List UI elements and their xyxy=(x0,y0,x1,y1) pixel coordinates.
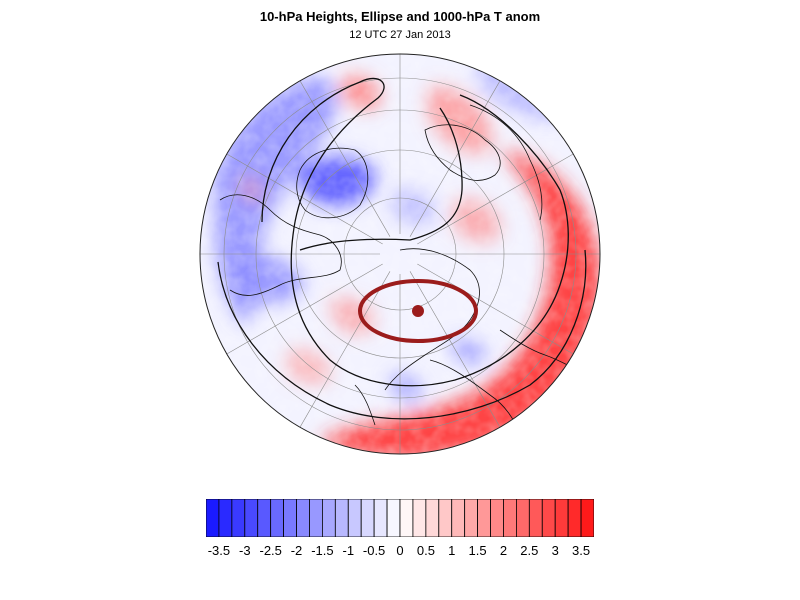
longitude-line xyxy=(299,271,391,428)
coastline-north-america xyxy=(219,194,342,296)
colorbar-cell xyxy=(360,499,375,537)
colorbar-cell xyxy=(567,499,582,537)
colorbar-cell xyxy=(438,499,453,537)
colorbar-cell xyxy=(425,499,440,537)
colorbar-cell xyxy=(554,499,569,537)
colorbar-tick-label: -2.5 xyxy=(259,543,282,558)
globe-outline xyxy=(199,53,601,455)
colorbar-cell xyxy=(218,499,233,537)
colorbar-cell xyxy=(334,499,349,537)
colorbar-cell xyxy=(206,499,220,537)
chart-title: 10-hPa Heights, Ellipse and 1000-hPa T a… xyxy=(259,9,541,24)
longitude-line xyxy=(226,263,383,355)
colorbar-cell xyxy=(309,499,323,537)
colorbar-cell xyxy=(528,499,543,537)
colorbar-tick-label: 2.5 xyxy=(520,543,539,558)
colorbar-tick-label: 3 xyxy=(551,543,559,558)
colorbar-cell xyxy=(283,499,297,537)
colorbar xyxy=(206,499,594,537)
colorbar-cell xyxy=(399,499,414,537)
colorbar-cell xyxy=(464,499,479,537)
colorbar-tick-label: -3 xyxy=(239,543,251,558)
colorbar-cells xyxy=(206,499,594,537)
height-contour-inner xyxy=(299,107,463,251)
graticule xyxy=(200,54,600,454)
colorbar-tick-label: -2 xyxy=(290,543,303,558)
vortex-ellipse xyxy=(358,279,478,343)
longitude-line xyxy=(226,153,383,245)
colorbar-tick-label: 0.5 xyxy=(416,543,435,558)
height-contour-outer xyxy=(261,77,569,387)
colorbar-tick-label: 1.5 xyxy=(468,543,487,558)
coastline-europe xyxy=(469,104,543,221)
colorbar-cell xyxy=(373,499,388,537)
colorbar-cell xyxy=(231,499,246,537)
colorbar-tick-label: 3.5 xyxy=(572,543,591,558)
colorbar-cell xyxy=(477,499,491,537)
colorbar-tick-label: -1.5 xyxy=(311,543,334,558)
colorbar-tick-label: -0.5 xyxy=(362,543,386,558)
colorbar-tick-label: 1 xyxy=(448,543,456,558)
longitude-line xyxy=(409,271,501,428)
colorbar-cell xyxy=(347,499,362,537)
colorbar-cell xyxy=(580,499,594,537)
longitude-line xyxy=(417,263,574,355)
colorbar-cell xyxy=(322,499,336,537)
colorbar-cell xyxy=(270,499,284,537)
height-contour-south xyxy=(217,249,587,420)
longitude-line xyxy=(299,80,391,237)
colorbar-cell xyxy=(490,499,504,537)
colorbar-cell xyxy=(541,499,556,537)
colorbar-tick-label: -3.5 xyxy=(207,543,231,558)
colorbar-cell xyxy=(296,499,310,537)
colorbar-cell xyxy=(244,499,259,537)
colorbar-labels: -3.5 -3 -2.5 -2 -1.5 -1 -0.5 0 0.5 1 1.5… xyxy=(0,543,800,563)
map-disk xyxy=(200,54,600,454)
colorbar-cell xyxy=(515,499,530,537)
longitude-line xyxy=(409,80,501,237)
colorbar-tick-label: 2 xyxy=(499,543,508,558)
colorbar-cell xyxy=(503,499,517,537)
height-contours xyxy=(217,77,587,420)
colorbar-tick-label: -1 xyxy=(342,543,355,558)
colorbar-tick-label: 0 xyxy=(396,543,404,558)
colorbar-cell xyxy=(451,499,466,537)
colorbar-cell xyxy=(412,499,427,537)
coastline-kamchatka xyxy=(354,384,376,426)
coastline-scandinavia xyxy=(424,124,501,181)
coastline-siberia xyxy=(384,248,480,391)
colorbar-cell xyxy=(257,499,272,537)
colorbar-cell xyxy=(386,499,401,537)
longitude-lines xyxy=(200,54,600,454)
vortex-centroid xyxy=(412,305,424,317)
chart-subtitle: 12 UTC 27 Jan 2013 xyxy=(349,29,451,41)
